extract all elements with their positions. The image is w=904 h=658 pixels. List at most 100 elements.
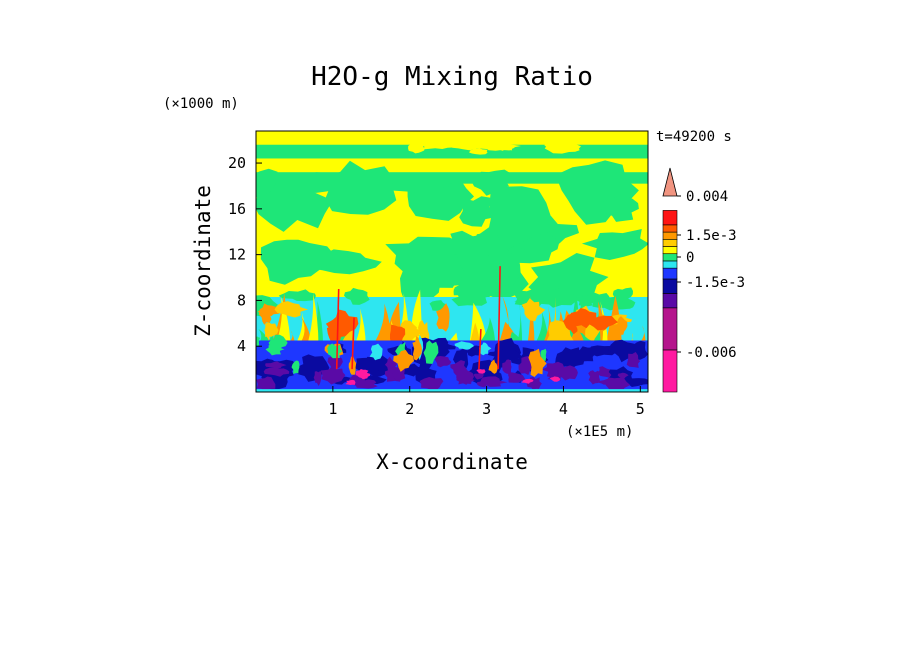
dry-pocket [265,361,287,369]
green-region [453,282,491,302]
dry-pocket [598,366,612,378]
plume [372,303,392,347]
colorbar-bin [662,253,678,262]
dry-pocket [521,378,534,384]
surface-band [256,389,648,392]
x-tick-label: 5 [636,400,645,418]
y-unit-label: (×1000 m) [163,96,239,112]
green-region [575,294,595,307]
green-region [612,287,633,302]
dry-pocket [263,367,290,377]
navy-region [295,354,330,382]
green-region [489,186,551,251]
dry-pocket [476,380,489,388]
time-label: t=49200 s [656,129,732,145]
plot-area [256,131,648,392]
upper-band-gap [449,141,480,151]
colorbar-bin [662,260,678,269]
orange-plume [325,309,359,338]
navy-region [487,348,523,361]
updraft-filament [478,328,482,370]
mixing-region [454,341,475,350]
colorbar-label: -1.5e-3 [686,275,745,291]
dry-pocket [345,379,356,385]
upper-band-gap [418,141,458,150]
dry-pocket [473,372,484,380]
upper-band-gap [408,142,425,154]
dry-pocket [320,366,346,385]
dry-pocket [508,371,526,383]
mixing-region [423,340,439,364]
dry-pocket [549,376,561,382]
x-axis: 1 2 3 4 5 [328,386,645,418]
colorbar-bin [662,267,678,280]
plume [469,322,480,347]
plume [274,296,291,347]
plume [527,295,535,347]
mixing-region [488,359,498,374]
plume [298,316,312,347]
dry-pocket [355,369,369,377]
dry-pocket [597,378,622,386]
mixing-region [291,360,300,374]
y-tick-label: 8 [237,291,246,309]
upper-band-gap [544,141,564,149]
dry-pocket [434,356,452,368]
green-region [278,289,316,302]
y-axis: 4 8 12 16 20 [228,154,262,355]
plume [516,297,523,347]
y-tick-label: 4 [237,337,246,355]
orange-plume [390,324,406,344]
mixing-region [479,342,492,356]
chart-title: H2O-g Mixing Ratio [311,62,593,92]
orange-plume [258,303,272,325]
orange-plume [264,322,279,337]
plot-frame [255,130,649,393]
mixing-region [327,343,343,359]
dry-pocket [476,369,486,374]
orange-plume [274,301,308,318]
navy-region [352,357,377,371]
x-tick-label: 4 [559,400,568,418]
dry-pocket [327,353,343,372]
green-region [450,230,489,256]
colorbar-bin [662,293,678,309]
green-region [260,239,338,285]
orange-plume [400,326,422,337]
colorbar-bin [662,238,678,247]
colorbar-bin [662,349,678,393]
mixing-region [528,348,547,377]
x-axis-label: X-coordinate [376,450,528,474]
colorbar-label: -0.006 [686,345,737,361]
y-tick-label: 20 [228,154,246,172]
upper-band-gap [469,148,488,155]
updraft-filament [497,266,501,370]
updraft-filament [335,288,340,370]
plume [338,311,355,347]
plume [265,315,275,347]
green-region [459,196,495,227]
dry-pocket [617,372,629,379]
colorbar-bin [662,231,678,240]
upper-band-gap [488,139,507,151]
dry-pocket [313,370,322,386]
mixing-region [393,349,414,372]
plume [533,311,549,347]
colorbar-label: 1.5e-3 [686,228,737,244]
colorbar-extension [662,167,678,197]
plume [502,296,511,347]
colorbar: -0.006 -1.5e-3 0 1.5e-3 0.004 [662,167,745,393]
colorbar-label: 0.004 [686,189,728,205]
orange-plume [569,308,597,329]
mixing-region [256,336,261,347]
orange-plume [436,303,450,332]
colorbar-bin [662,307,678,351]
colorbar-label: 0 [686,250,694,266]
mixing-region [412,336,422,361]
updraft-filament [351,317,355,370]
upper-band [256,172,648,184]
green-region [600,195,639,222]
navy-region [555,347,585,369]
